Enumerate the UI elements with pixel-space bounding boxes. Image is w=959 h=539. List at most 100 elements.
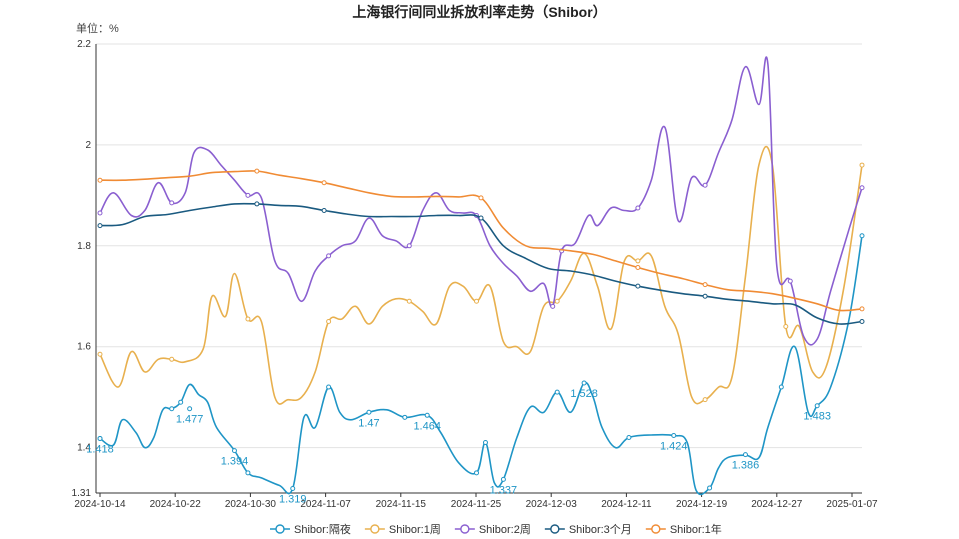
- y-tick-label: 1.8: [77, 241, 91, 252]
- legend-label: Shibor:隔夜: [294, 522, 351, 536]
- x-tick-label: 2024-10-14: [74, 499, 126, 510]
- unit-label: 单位：%: [76, 23, 119, 35]
- series-lines: [97, 56, 865, 496]
- legend-item-3[interactable]: Shibor:3个月: [544, 523, 632, 536]
- y-tick-label: 2: [85, 140, 91, 151]
- labeled-point: [500, 476, 506, 482]
- series-point: [245, 316, 251, 322]
- legend-label: Shibor:1年: [670, 522, 722, 536]
- data-labels: 1.418 1.477 1.394 1.319 1.47 1.464 1.337 1.528 1…: [86, 380, 831, 505]
- y-tick-label: 2.2: [77, 39, 91, 50]
- legend-swatch-dot: [275, 524, 285, 534]
- labeled-point: [742, 452, 748, 458]
- series-point: [97, 351, 103, 357]
- series-point: [474, 470, 480, 476]
- series-point: [554, 298, 560, 304]
- series-point: [245, 192, 251, 198]
- series-point: [635, 264, 641, 270]
- data-label: 1.477: [176, 414, 204, 426]
- labeled-point: [366, 409, 372, 415]
- x-tick-label: 2024-12-03: [526, 499, 578, 510]
- series-point: [859, 162, 865, 168]
- series-point: [702, 397, 708, 403]
- series-point: [321, 207, 327, 213]
- legend-item-4[interactable]: Shibor:1年: [645, 522, 722, 536]
- x-tick-label: 2024-11-25: [451, 499, 502, 510]
- data-label: 1.394: [221, 456, 249, 468]
- labeled-point: [231, 448, 237, 454]
- series-point: [626, 435, 632, 441]
- series-point: [554, 389, 560, 395]
- data-label: 1.528: [570, 388, 598, 400]
- x-tick-label: 2024-12-27: [751, 499, 803, 510]
- series-point: [402, 414, 408, 420]
- series-point: [169, 356, 175, 362]
- series-point: [406, 298, 412, 304]
- series-point: [254, 201, 260, 207]
- y-tick-label: 1.6: [77, 342, 91, 353]
- y-tick-label: 1.31: [72, 488, 92, 499]
- series-point: [778, 384, 784, 390]
- x-tick-label: 2024-10-22: [150, 499, 202, 510]
- series-point: [550, 303, 556, 309]
- series-point: [635, 258, 641, 264]
- series-point: [326, 253, 332, 259]
- series-point: [702, 182, 708, 188]
- series-point: [478, 215, 484, 221]
- data-label: 1.424: [660, 440, 688, 452]
- legend-swatch-dot: [550, 524, 560, 534]
- labeled-point: [424, 412, 430, 418]
- legend-item-1[interactable]: Shibor:1周: [364, 523, 441, 536]
- series-line-1: [99, 145, 863, 405]
- labeled-point: [97, 436, 103, 442]
- series-point: [702, 293, 708, 299]
- chart-title: 上海银行间同业拆放利率走势（Shibor）: [352, 4, 607, 20]
- series-point: [783, 324, 789, 330]
- series-point: [97, 177, 103, 183]
- x-tick-label: 2024-12-11: [601, 499, 652, 510]
- series-line-0: [99, 235, 863, 496]
- data-label: 1.337: [490, 484, 518, 496]
- data-label: 1.47: [358, 417, 379, 429]
- legend-item-0[interactable]: Shibor:隔夜: [270, 522, 351, 536]
- labeled-point: [671, 432, 677, 438]
- legend-item-2[interactable]: Shibor:2周: [454, 523, 531, 536]
- series-point: [326, 318, 332, 324]
- data-label: 1.418: [86, 444, 114, 456]
- legend-label: Shibor:1周: [389, 523, 441, 536]
- series-point: [169, 406, 175, 412]
- series-point: [859, 233, 865, 239]
- series-point: [97, 210, 103, 216]
- series-point: [702, 282, 708, 288]
- series-point: [245, 470, 251, 476]
- series-point: [406, 243, 412, 249]
- series-point: [707, 485, 713, 491]
- legend-label: Shibor:2周: [479, 523, 531, 536]
- series-line-2: [99, 56, 863, 346]
- y-tick-label: 1.4: [77, 443, 91, 454]
- series-point: [859, 318, 865, 324]
- series-point: [326, 384, 332, 390]
- legend-swatch-dot: [460, 524, 470, 534]
- x-tick-label: 2024-11-07: [300, 499, 351, 510]
- data-label: 1.464: [413, 420, 441, 432]
- series-point: [787, 278, 793, 284]
- x-tick-label: 2024-12-19: [676, 499, 728, 510]
- legend-swatch-dot: [370, 524, 380, 534]
- series-point: [859, 185, 865, 191]
- series-point: [321, 180, 327, 186]
- x-tick-label: 2024-11-15: [376, 499, 427, 510]
- x-tick-label: 2025-01-07: [826, 499, 878, 510]
- labeled-point: [814, 403, 820, 409]
- series-point: [859, 306, 865, 312]
- labeled-point: [290, 485, 296, 491]
- legend-label: Shibor:3个月: [569, 523, 632, 536]
- labeled-point: [187, 406, 193, 412]
- legend-swatch-dot: [651, 524, 661, 534]
- data-label: 1.386: [732, 460, 760, 472]
- series-point: [178, 399, 184, 405]
- x-tick-label: 2024-10-30: [225, 499, 277, 510]
- legend[interactable]: Shibor:隔夜 Shibor:1周 Shibor:2周 Shibor:3个月 Shi…: [270, 522, 722, 536]
- series-point: [169, 200, 175, 206]
